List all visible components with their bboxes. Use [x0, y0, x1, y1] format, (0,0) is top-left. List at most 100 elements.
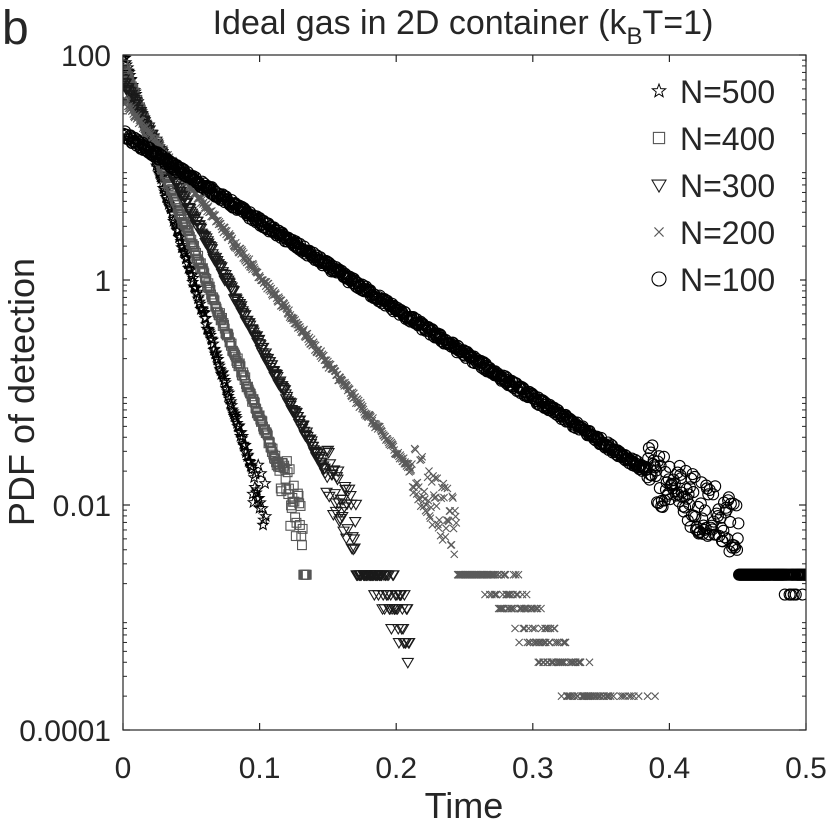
point-n200: [440, 483, 449, 492]
point-n500: [216, 365, 230, 379]
point-n300: [400, 604, 414, 616]
point-n200: [197, 193, 206, 202]
point-n100: [686, 468, 699, 481]
point-n200: [203, 203, 212, 212]
point-n300: [387, 570, 400, 582]
point-n300: [290, 408, 303, 420]
point-n500: [235, 429, 250, 442]
point-n100: [724, 497, 737, 510]
point-n300: [322, 447, 336, 459]
point-n500: [196, 302, 210, 316]
point-n200: [422, 508, 431, 517]
point-n200: [596, 692, 605, 701]
point-n300: [256, 342, 270, 354]
legend: N=500 N=400 N=300 N=200 N=100: [635, 64, 800, 300]
point-n200: [496, 604, 505, 613]
point-n100: [646, 439, 659, 452]
point-n300: [349, 499, 363, 511]
point-n500: [196, 305, 211, 318]
point-n100: [644, 446, 658, 459]
point-n500: [203, 325, 217, 339]
point-n200: [550, 624, 559, 633]
point-n300: [322, 491, 336, 503]
y-tick-label: 100: [61, 40, 111, 73]
y-tick-label: 0.0001: [19, 715, 111, 748]
point-n400: [261, 427, 272, 438]
point-n200: [533, 604, 542, 613]
point-n200: [300, 325, 308, 334]
y-tick-label: 1: [94, 265, 111, 298]
point-n500: [216, 369, 230, 383]
point-n200: [490, 590, 499, 599]
point-n500: [225, 398, 239, 411]
point-n100: [709, 480, 722, 493]
point-n300: [328, 489, 342, 501]
legend-label-n400: N=400: [680, 121, 775, 157]
point-n200: [570, 692, 579, 701]
point-n300: [402, 638, 416, 650]
point-n200: [437, 494, 446, 503]
point-n200: [430, 493, 439, 502]
point-n200: [606, 692, 615, 701]
point-n200: [452, 518, 461, 527]
point-n100: [727, 497, 740, 510]
point-n100: [732, 517, 745, 530]
point-n200: [450, 550, 459, 559]
point-n200: [448, 492, 457, 501]
axes: [122, 54, 807, 731]
point-n200: [315, 349, 324, 358]
point-n200: [425, 511, 434, 520]
plot-frame: [122, 54, 807, 731]
point-n200: [422, 500, 431, 509]
point-n300: [319, 446, 333, 458]
point-n200: [541, 638, 550, 647]
point-n200: [491, 570, 500, 579]
point-n100: [698, 523, 711, 536]
point-n100: [728, 541, 742, 554]
x-tick-label: 0.1: [239, 752, 281, 785]
point-n500: [186, 271, 200, 284]
point-n200: [225, 230, 234, 238]
point-n400: [297, 523, 308, 534]
point-n100: [717, 524, 730, 537]
point-n200: [511, 624, 520, 633]
point-n200: [417, 455, 426, 464]
point-n300: [330, 472, 344, 484]
point-n200: [431, 474, 440, 483]
point-n300: [283, 397, 297, 409]
point-n400: [204, 281, 215, 292]
point-n100: [698, 504, 711, 517]
point-n200: [388, 441, 397, 449]
point-n100: [701, 529, 714, 542]
point-n400: [229, 348, 240, 359]
legend-label-n200: N=200: [680, 215, 775, 251]
point-n400: [281, 456, 292, 467]
point-n300: [171, 180, 185, 192]
point-n500: [229, 409, 243, 422]
point-n400: [280, 473, 291, 484]
point-n200: [376, 425, 385, 434]
point-n200: [449, 524, 458, 533]
point-n300: [315, 457, 329, 469]
series-n400: [123, 59, 312, 580]
point-n200: [506, 590, 515, 599]
point-n400: [290, 531, 301, 542]
point-n200: [556, 658, 565, 667]
point-n500: [224, 394, 238, 408]
point-n300: [265, 360, 279, 372]
point-n300: [284, 398, 298, 410]
point-n400: [198, 266, 209, 277]
point-n300: [342, 484, 356, 496]
point-n200: [146, 127, 155, 136]
point-n100: [694, 497, 707, 510]
legend-box: [635, 64, 800, 300]
x-axis-label: Time: [425, 785, 504, 822]
point-n200: [245, 255, 254, 264]
point-n100: [688, 470, 701, 483]
point-n300: [278, 385, 292, 397]
point-n200: [530, 604, 539, 613]
point-n400: [193, 250, 204, 261]
point-n200: [432, 502, 441, 511]
point-n100: [660, 476, 673, 489]
